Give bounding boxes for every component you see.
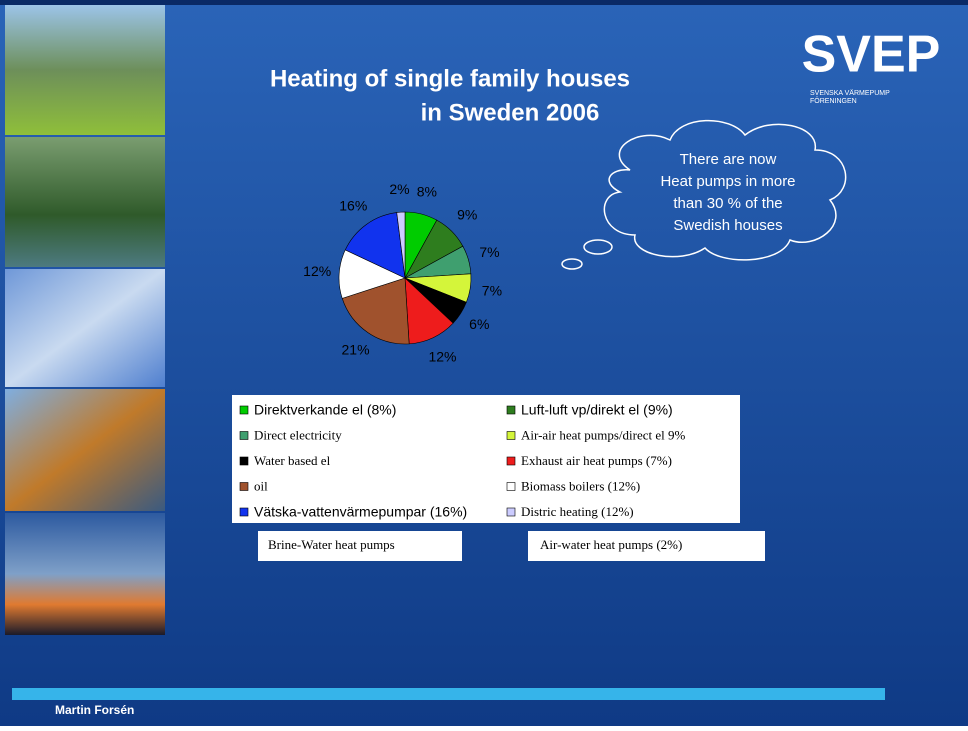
legend-label: Direct electricity xyxy=(254,427,342,442)
footer: Martin Forsén xyxy=(55,703,134,717)
callout-text: than 30 % of the xyxy=(673,195,782,212)
legend-swatch xyxy=(507,457,515,465)
legend-label: Direktverkande el (8%) xyxy=(254,402,396,418)
data-label: 7% xyxy=(479,244,499,260)
data-label: 21% xyxy=(342,341,370,357)
legend-swatch xyxy=(240,508,248,516)
title: in Sweden 2006 xyxy=(421,99,600,126)
title: Heating of single family houses xyxy=(270,65,630,92)
data-label: 8% xyxy=(417,183,437,199)
legend-swatch xyxy=(507,508,515,516)
photo xyxy=(5,269,165,387)
note: Air-water heat pumps (2%) xyxy=(540,537,682,552)
data-label: 16% xyxy=(339,198,367,214)
legend-label: Air-air heat pumps/direct el 9% xyxy=(521,427,686,442)
legend-label: Distric heating (12%) xyxy=(521,504,634,519)
legend-swatch xyxy=(240,406,248,414)
logo: SVEP xyxy=(802,26,941,84)
callout-text: Heat pumps in more xyxy=(660,173,795,190)
photo xyxy=(5,5,165,135)
legend-swatch xyxy=(240,432,248,440)
data-label: 12% xyxy=(428,348,456,364)
data-label: 7% xyxy=(482,282,502,298)
legend-label: Exhaust air heat pumps (7%) xyxy=(521,453,672,468)
legend-swatch xyxy=(507,406,515,414)
top-border xyxy=(0,0,968,5)
photo xyxy=(5,389,165,511)
legend-swatch xyxy=(240,457,248,465)
legend-label: oil xyxy=(254,478,268,493)
photo xyxy=(5,513,165,635)
logo-subtitle: FÖRENINGEN xyxy=(810,97,857,105)
legend-swatch xyxy=(240,483,248,491)
data-label: 6% xyxy=(469,316,489,332)
legend-swatch xyxy=(507,483,515,491)
data-label: 9% xyxy=(457,206,477,222)
legend-swatch xyxy=(507,432,515,440)
slide: Martin Forsén Heating of single family h… xyxy=(0,0,968,726)
logo-subtitle: SVENSKA VÄRMEPUMP xyxy=(810,89,890,97)
footer-bar xyxy=(12,688,885,700)
legend-label: Water based el xyxy=(254,453,331,468)
data-label: 12% xyxy=(303,263,331,279)
photo xyxy=(5,137,165,267)
legend-label: Vätska-vattenvärmepumpar (16%) xyxy=(254,504,467,520)
callout-text: There are now xyxy=(680,151,777,168)
legend-label: Luft-luft vp/direkt el (9%) xyxy=(521,402,673,418)
data-label: 2% xyxy=(389,181,409,197)
legend-label: Biomass boilers (12%) xyxy=(521,478,640,493)
note: Brine-Water heat pumps xyxy=(268,537,395,552)
callout-text: Swedish houses xyxy=(673,217,782,234)
